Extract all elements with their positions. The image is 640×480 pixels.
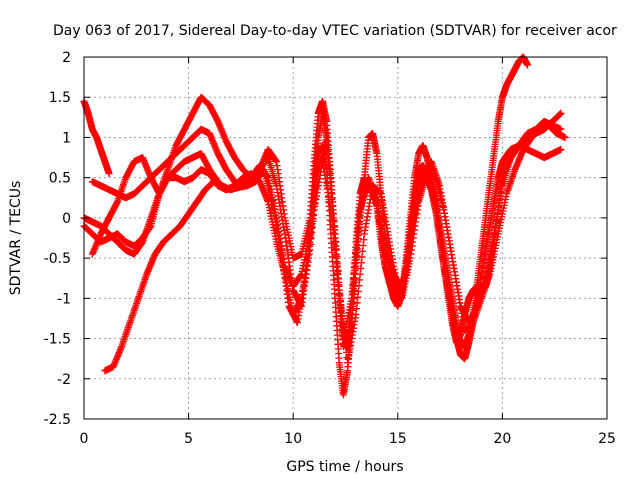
data-point [333, 260, 341, 268]
data-point [329, 202, 337, 210]
data-point [330, 216, 338, 224]
data-point [328, 196, 336, 204]
data-point [323, 140, 331, 148]
grid [84, 57, 607, 419]
data-point [561, 133, 569, 141]
data-point [356, 212, 364, 220]
data-point [353, 244, 361, 252]
data-point [353, 237, 361, 245]
series-track-6 [88, 93, 565, 343]
data-point [351, 263, 359, 271]
data-point [336, 297, 344, 305]
axis-ticks [83, 56, 608, 420]
data-point [334, 267, 342, 275]
data-point [355, 218, 363, 226]
data-point [337, 305, 345, 313]
data-point [348, 288, 356, 296]
data-point [326, 175, 334, 183]
data-point [325, 161, 333, 169]
data-point [349, 282, 357, 290]
data-point [336, 290, 344, 298]
chart-title: Day 063 of 2017, Sidereal Day-to-day VTE… [53, 23, 617, 39]
data-point [332, 237, 340, 245]
data-point [327, 182, 335, 190]
data-point [557, 109, 565, 117]
data-point [524, 61, 532, 69]
data-point [105, 170, 113, 178]
data-point [354, 225, 362, 233]
data-point [333, 252, 341, 260]
data-point [350, 269, 358, 277]
data-point [557, 125, 565, 133]
data-point [331, 230, 339, 238]
data-point [557, 146, 565, 154]
data-point [323, 133, 331, 141]
plot-frame [83, 56, 608, 420]
data-point [324, 147, 332, 155]
data-point [338, 312, 346, 320]
data-point [351, 256, 359, 264]
data-points [80, 53, 569, 399]
data-point [350, 275, 358, 283]
data-point [327, 189, 335, 197]
data-point [354, 231, 362, 239]
data-point [332, 245, 340, 253]
data-point [348, 294, 356, 302]
data-point [326, 168, 334, 176]
data-point [329, 209, 337, 217]
data-point [335, 282, 343, 290]
data-point [330, 223, 338, 231]
data-point [352, 250, 360, 258]
data-point [335, 275, 343, 283]
data-point [324, 154, 332, 162]
